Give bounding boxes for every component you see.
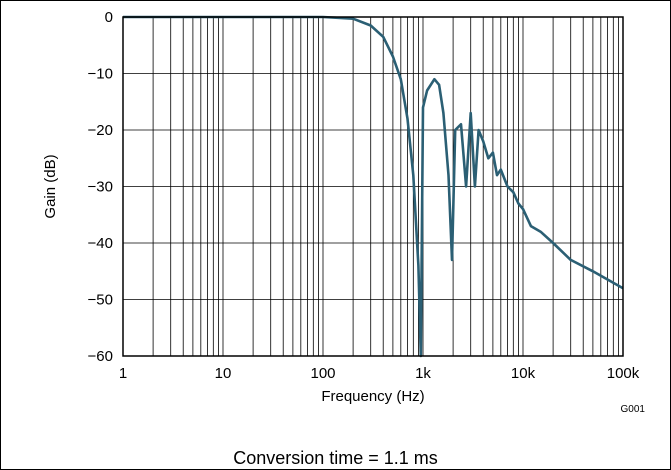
x-tick-label: 10: [215, 365, 232, 382]
y-tick-label: −50: [88, 292, 113, 309]
y-tick-label: −40: [88, 235, 113, 252]
y-tick-label: −60: [88, 348, 113, 365]
x-tick-label: 100: [310, 365, 335, 382]
gain-response-line: [123, 15, 624, 358]
x-tick-label: 1k: [415, 365, 431, 382]
y-tick-label: −20: [88, 122, 113, 139]
y-tick-label: −30: [88, 179, 113, 196]
x-tick-label: 10k: [511, 365, 536, 382]
y-tick-label: −10: [88, 66, 113, 83]
grid: [123, 17, 623, 356]
caption: Conversion time = 1.1 ms: [233, 448, 438, 468]
figure-code: G001: [621, 404, 646, 415]
x-axis-label: Frequency (Hz): [321, 388, 424, 405]
plot-area-border: [122, 16, 624, 357]
x-tick-label: 1: [119, 365, 127, 382]
y-tick-label: 0: [105, 9, 113, 26]
y-axis-ticks: 0 −10 −20 −30 −40 −50 −60: [88, 9, 113, 365]
y-axis-label: Gain (dB): [42, 154, 59, 218]
x-tick-label: 100k: [607, 365, 640, 382]
plot-series: [123, 15, 624, 358]
x-axis-ticks: 1 10 100 1k 10k 100k: [119, 365, 640, 382]
